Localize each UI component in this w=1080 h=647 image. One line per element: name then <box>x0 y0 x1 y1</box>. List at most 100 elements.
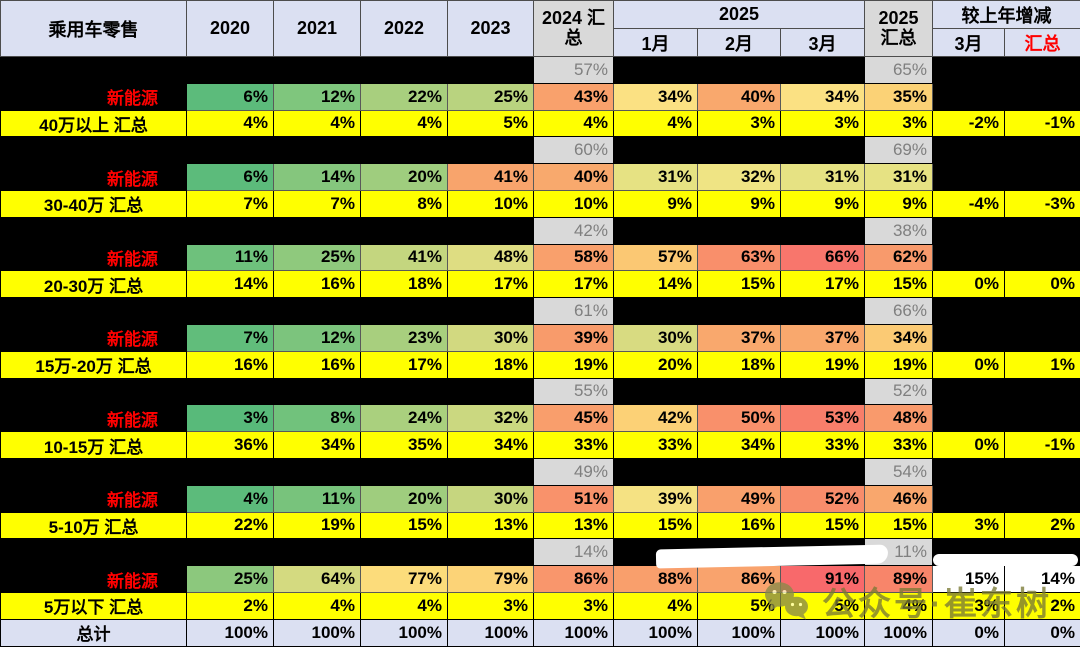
ne-value-cell: 64% <box>274 566 361 593</box>
total-value-cell: 8% <box>361 190 448 217</box>
total-value-cell: 15% <box>865 271 933 298</box>
total-value-cell: 16% <box>187 351 274 378</box>
empty-cell <box>274 378 361 405</box>
empty-cell <box>274 298 361 325</box>
grand-total-value-cell: 100% <box>781 619 865 646</box>
empty-cell <box>698 298 781 325</box>
empty-cell <box>698 217 781 244</box>
total-value-cell: -1% <box>1005 110 1080 137</box>
empty-cell <box>1005 324 1080 351</box>
ne-value-cell: 62% <box>865 244 933 271</box>
empty-cell <box>1 137 187 164</box>
ne-value-cell: 34% <box>614 83 698 110</box>
total-value-cell: 13% <box>448 512 534 539</box>
segment-hidden-row: 14%11% <box>1 539 1080 566</box>
grand-total-value-cell: 100% <box>448 619 534 646</box>
ne-value-cell: 12% <box>274 83 361 110</box>
total-value-cell: 20% <box>614 351 698 378</box>
segment-label: 20-30万 汇总 <box>1 271 187 298</box>
empty-cell <box>614 378 698 405</box>
total-value-cell: 33% <box>614 432 698 459</box>
empty-cell <box>274 217 361 244</box>
empty-cell <box>1005 298 1080 325</box>
col-header-yoy-mar: 3月 <box>933 29 1005 57</box>
total-value-cell: 4% <box>187 110 274 137</box>
total-value-cell: 2% <box>1005 592 1080 619</box>
empty-cell <box>448 378 534 405</box>
segment-hidden-row: 42%38% <box>1 217 1080 244</box>
ne-value-cell: 48% <box>865 405 933 432</box>
ne-value-cell: 41% <box>361 244 448 271</box>
total-value-cell: 4% <box>534 110 614 137</box>
ne-value-cell: 14% <box>274 164 361 191</box>
empty-cell <box>361 458 448 485</box>
total-value-cell: 0% <box>933 351 1005 378</box>
empty-cell <box>1005 217 1080 244</box>
col-header-mar: 3月 <box>781 29 865 57</box>
empty-cell <box>933 378 1005 405</box>
empty-cell <box>448 57 534 84</box>
grand-total-label: 总计 <box>1 619 187 646</box>
ne-value-cell: 86% <box>698 566 781 593</box>
grand-total-value-cell: 0% <box>1005 619 1080 646</box>
col-header-2023: 2023 <box>448 1 534 57</box>
empty-cell <box>187 217 274 244</box>
total-value-cell: 19% <box>781 351 865 378</box>
ne-value-cell: 8% <box>274 405 361 432</box>
ne-value-cell: 20% <box>361 485 448 512</box>
gray-value-cell: 49% <box>534 458 614 485</box>
empty-cell <box>187 137 274 164</box>
col-header-2022: 2022 <box>361 1 448 57</box>
grand-total-value-cell: 100% <box>614 619 698 646</box>
empty-cell <box>187 458 274 485</box>
ne-value-cell: 23% <box>361 324 448 351</box>
total-value-cell: 17% <box>448 271 534 298</box>
empty-cell <box>933 298 1005 325</box>
grand-total-value-cell: 0% <box>933 619 1005 646</box>
total-value-cell: 19% <box>534 351 614 378</box>
ne-value-cell: 37% <box>698 324 781 351</box>
empty-cell <box>361 378 448 405</box>
total-value-cell: 33% <box>534 432 614 459</box>
empty-cell <box>933 83 1005 110</box>
empty-cell <box>933 485 1005 512</box>
ne-value-cell: 66% <box>781 244 865 271</box>
ne-value-cell: 31% <box>781 164 865 191</box>
total-value-cell: 18% <box>361 271 448 298</box>
empty-cell <box>1 298 187 325</box>
empty-cell <box>1005 244 1080 271</box>
ne-value-cell: 35% <box>865 83 933 110</box>
table-header: 乘用车零售 2020 2021 2022 2023 2024 汇总 2025 2… <box>1 1 1080 57</box>
ne-value-cell: 30% <box>448 485 534 512</box>
empty-cell <box>1005 164 1080 191</box>
empty-cell <box>361 217 448 244</box>
ne-value-cell: 6% <box>187 164 274 191</box>
empty-cell <box>187 378 274 405</box>
ne-value-cell: 53% <box>781 405 865 432</box>
total-value-cell: 17% <box>361 351 448 378</box>
segment-label: 15万-20万 汇总 <box>1 351 187 378</box>
empty-cell <box>781 458 865 485</box>
empty-cell <box>614 137 698 164</box>
ne-label: 新能源 <box>1 164 187 191</box>
empty-cell <box>781 57 865 84</box>
empty-cell <box>1 217 187 244</box>
ne-value-cell: 20% <box>361 164 448 191</box>
ne-value-cell: 11% <box>187 244 274 271</box>
empty-cell <box>933 458 1005 485</box>
ne-value-cell: 86% <box>534 566 614 593</box>
col-header-2025-total: 2025 汇总 <box>865 1 933 57</box>
empty-cell <box>933 57 1005 84</box>
gray-value-cell: 38% <box>865 217 933 244</box>
empty-cell <box>187 57 274 84</box>
ne-label: 新能源 <box>1 405 187 432</box>
empty-cell <box>361 539 448 566</box>
ne-label: 新能源 <box>1 83 187 110</box>
segment-hidden-row: 60%69% <box>1 137 1080 164</box>
